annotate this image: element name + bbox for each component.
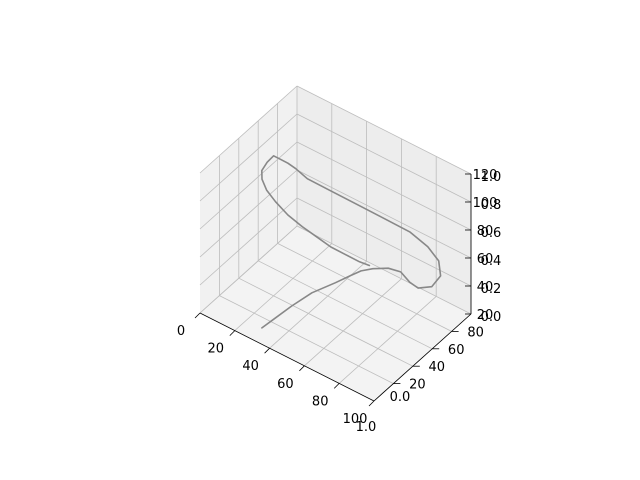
gridline-x [338,296,437,384]
back-pane [297,86,471,314]
x-tick-mark [333,383,340,389]
trace-layer [261,155,442,329]
stray-tick-label: 0.8 [481,198,502,213]
gridline-y [258,260,433,350]
gridline-z [296,113,472,203]
stray-tick-label: 0.6 [481,226,502,241]
gridline-y [277,243,452,332]
gridline-x [304,278,402,367]
left-pane [200,86,297,313]
z-tick-label: 20 [477,308,494,323]
series-line-trajectory [261,155,442,329]
gridline-z [296,85,472,175]
x-tick-label: 80 [312,394,329,409]
z-tick-label: 80 [477,224,494,239]
x-tick-mark [229,330,236,336]
stray-tick-label: 1.0 [356,420,377,435]
y-tick-label: 20 [409,378,426,393]
x-axis-line [199,312,375,402]
z-tick-label: 60 [477,252,494,267]
gridline-z [199,85,298,174]
x-tick-label: 0 [177,324,185,339]
x-tick-label: 60 [277,377,294,392]
x-tick-mark [299,365,305,372]
z-tick-label: 40 [477,280,494,295]
stray-tick-label: 0.4 [481,254,502,269]
x-tick-label: 40 [242,359,259,374]
x-tick-mark [264,347,270,354]
stray-tick-label: 1.0 [481,170,502,185]
stray-tick-label: 0.2 [481,282,502,297]
stray-tick-label: 0.0 [481,310,502,325]
axis-lines [194,173,472,407]
gridline-z [296,141,472,231]
x-tick-label: 20 [208,342,225,357]
gridline-y [219,295,394,384]
floor-pane [200,226,471,401]
gridline-z [199,141,298,230]
y-tick-label: 60 [448,343,465,358]
z-tick-label: 100 [473,196,498,211]
gridline-z [296,197,472,287]
gridline-z [296,225,472,315]
gridline-z [199,169,298,258]
gridline-z [199,225,298,314]
x-tick-label: 100 [343,412,368,427]
x-tick-mark [368,400,375,407]
y-tick-label: 40 [429,360,446,375]
y-axis-line [373,313,472,402]
gridline-z [199,197,298,286]
y-tick-label: 80 [467,325,484,340]
z-tick-label: 120 [473,168,498,183]
stray-tick-label: 0.0 [390,390,411,405]
gridline-y [238,277,413,367]
gridline-z [199,113,298,202]
gridline-z [296,169,472,259]
gridline-x [234,243,333,331]
x-tick-mark [194,312,201,319]
